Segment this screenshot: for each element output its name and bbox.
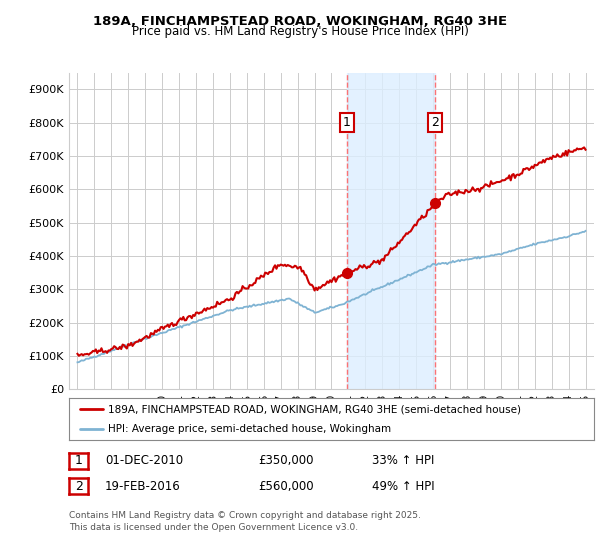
- Text: 1: 1: [74, 454, 83, 468]
- Text: 01-DEC-2010: 01-DEC-2010: [105, 454, 183, 468]
- Text: £350,000: £350,000: [258, 454, 314, 468]
- Text: 189A, FINCHAMPSTEAD ROAD, WOKINGHAM, RG40 3HE: 189A, FINCHAMPSTEAD ROAD, WOKINGHAM, RG4…: [93, 15, 507, 27]
- Text: HPI: Average price, semi-detached house, Wokingham: HPI: Average price, semi-detached house,…: [109, 424, 392, 434]
- Text: 33% ↑ HPI: 33% ↑ HPI: [372, 454, 434, 468]
- Text: 2: 2: [74, 479, 83, 493]
- Text: 19-FEB-2016: 19-FEB-2016: [105, 479, 181, 493]
- Text: 189A, FINCHAMPSTEAD ROAD, WOKINGHAM, RG40 3HE (semi-detached house): 189A, FINCHAMPSTEAD ROAD, WOKINGHAM, RG4…: [109, 404, 521, 414]
- Text: 2: 2: [431, 116, 439, 129]
- Text: £560,000: £560,000: [258, 479, 314, 493]
- Text: Contains HM Land Registry data © Crown copyright and database right 2025.
This d: Contains HM Land Registry data © Crown c…: [69, 511, 421, 531]
- Text: Price paid vs. HM Land Registry's House Price Index (HPI): Price paid vs. HM Land Registry's House …: [131, 25, 469, 38]
- Text: 1: 1: [343, 116, 351, 129]
- Bar: [347, 73, 436, 389]
- Text: 49% ↑ HPI: 49% ↑ HPI: [372, 479, 434, 493]
